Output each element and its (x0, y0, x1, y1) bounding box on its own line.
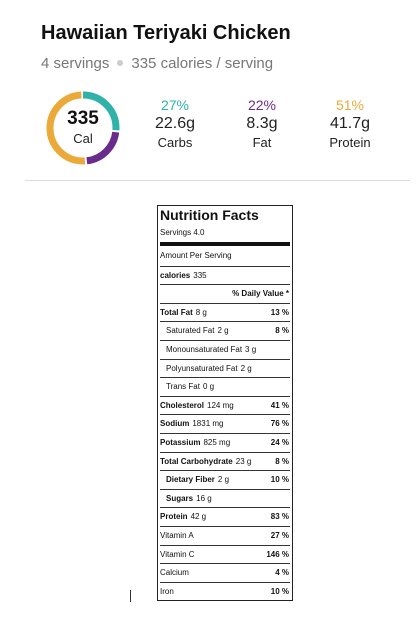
servings: 4 servings (41, 55, 110, 72)
label-title: Nutrition Facts (160, 207, 259, 223)
recipe-subtitle: 4 servings 335 calories / serving (41, 55, 273, 72)
nutrient-name: Total Fat (160, 307, 193, 317)
nutrient-amount: 16 g (196, 493, 212, 503)
nutrient-row: Polyunsaturated Fat 2 g (160, 358, 290, 378)
amount-per-serving: Amount Per Serving (160, 251, 232, 260)
daily-value-header: % Daily Value * (232, 289, 289, 299)
label-servings: Servings 4.0 (160, 228, 205, 237)
nutrient-row: Sodium 1831 mg 76 % (160, 414, 290, 433)
calories-unit: Cal (73, 131, 93, 146)
macro-arc (46, 91, 120, 165)
label-row: calories 335 (160, 265, 290, 285)
calories-label: calories (160, 270, 191, 280)
nutrient-amount: 23 g (235, 456, 252, 466)
nutrient-amount: 0 g (202, 382, 215, 392)
nutrient-name: Protein (160, 512, 188, 522)
text-cursor (130, 590, 131, 602)
macro-percent: 27% (160, 97, 190, 113)
thick-rule (160, 242, 290, 246)
nutrient-name: Potassium (160, 438, 201, 447)
nutrient-row: Monounsaturated Fat 3 g (160, 340, 290, 359)
nutrient-row: Total Carbohydrate 23 g 8 % (160, 451, 290, 471)
nutrient-row: Saturated Fat 2 g 8 % (160, 321, 290, 340)
nutrient-row: Potassium 825 mg 24 % (160, 433, 290, 452)
nutrient-name: Calcium (160, 568, 189, 578)
macro-ring: 335 Cal (46, 91, 120, 165)
nutrient-name: Saturated Fat (166, 326, 215, 336)
nutrient-name: Trans Fat (166, 382, 200, 392)
divider (25, 180, 410, 181)
nutrient-name: Total Carbohydrate (160, 456, 233, 466)
nutrient-dv: 13 % (270, 307, 289, 317)
nutrient-row: Total Fat 8 g 13 % (160, 302, 290, 322)
nutrition-label: Nutrition Facts Servings 4.0 Amount Per … (157, 205, 293, 601)
macro-name: Carbs (157, 135, 193, 150)
nutrient-dv: 8 % (275, 456, 289, 466)
macro-amount: 22.6g (154, 115, 196, 132)
nutrient-amount: 3 g (245, 345, 257, 354)
nutrient-row: Calcium 4 % (160, 563, 290, 582)
nutrient-amount: 8 g (195, 307, 207, 317)
calories-value: 335 (193, 270, 207, 280)
nutrient-dv: 27 % (270, 531, 289, 540)
nutrient-row: Protein 42 g 83 % (160, 507, 290, 526)
nutrient-row: Trans Fat 0 g (160, 377, 290, 396)
nutrient-dv: 8 % (275, 326, 289, 336)
macro-amount: 8.3g (246, 115, 278, 132)
nutrient-dv: 10 % (270, 586, 289, 596)
nutrient-amount: 42 g (190, 512, 207, 522)
nutrient-name: Iron (160, 586, 174, 596)
nutrient-name: Vitamin C (160, 549, 195, 559)
nutrient-name: Sugars (166, 493, 194, 503)
nutrient-amount: 2 g (217, 326, 229, 336)
calories-per-serving: 335 calories / serving (131, 55, 274, 72)
nutrient-amount: 1831 mg (192, 419, 224, 429)
nutrient-dv: 83 % (270, 512, 289, 522)
macro-name: Protein (329, 135, 371, 150)
macro-amount: 41.7g (329, 115, 371, 132)
nutrient-name: Dietary Fiber (166, 475, 215, 485)
nutrient-row: Vitamin C 146 % (160, 544, 290, 564)
recipe-title: Hawaiian Teriyaki Chicken (41, 22, 291, 44)
nutrient-dv: 24 % (270, 438, 289, 447)
label-row: Amount Per Serving (160, 247, 290, 265)
nutrient-row: Iron 10 % (160, 581, 290, 601)
nutrient-row: Dietary Fiber 2 g 10 % (160, 470, 290, 489)
nutrient-name: Sodium (160, 419, 190, 429)
macro-percent: 22% (247, 97, 277, 113)
calories: 335 (67, 108, 99, 129)
macro-arc (46, 91, 120, 165)
nutrient-name: Vitamin A (160, 531, 194, 540)
nutrient-amount: 825 mg (203, 438, 231, 447)
nutrient-amount: 124 mg (207, 400, 234, 410)
nutrient-dv: 10 % (270, 475, 289, 485)
label-row: % Daily Value * (160, 284, 290, 303)
nutrient-dv: 76 % (270, 419, 289, 429)
nutrient-amount: 2 g (240, 363, 252, 373)
macro-name: Fat (252, 135, 272, 150)
nutrient-dv: 4 % (275, 568, 289, 578)
nutrient-name: Monounsaturated Fat (166, 345, 243, 354)
nutrient-amount: 2 g (217, 475, 230, 485)
macro-percent: 51% (335, 97, 365, 113)
nutrient-row: Vitamin A 27 % (160, 526, 290, 545)
nutrient-dv: 41 % (270, 400, 289, 410)
nutrient-dv: 146 % (266, 549, 289, 559)
nutrient-name: Polyunsaturated Fat (166, 363, 238, 373)
nutrient-row: Cholesterol 124 mg 41 % (160, 395, 290, 415)
nutrient-name: Cholesterol (160, 400, 205, 410)
nutrient-row: Sugars 16 g (160, 488, 290, 508)
